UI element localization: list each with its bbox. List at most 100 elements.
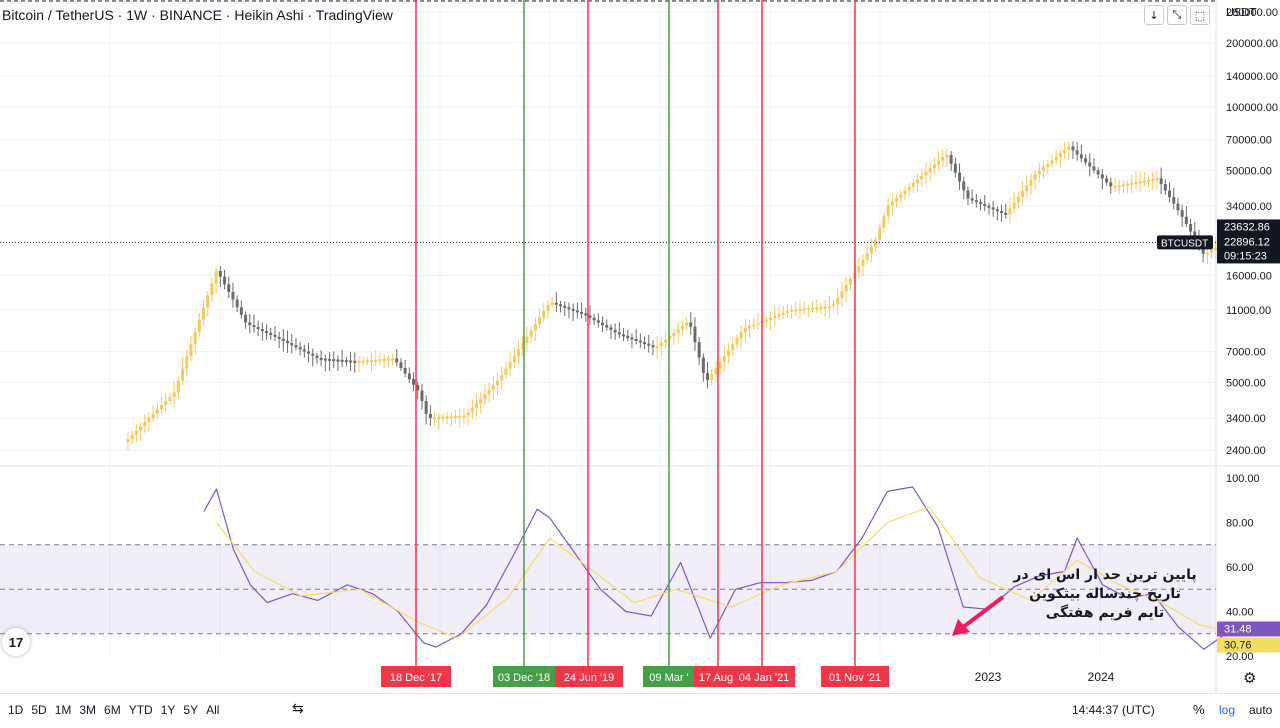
price-tick-label: 140000.00 bbox=[1226, 71, 1278, 83]
candle bbox=[227, 284, 231, 292]
settings-icon[interactable]: ⚙ bbox=[1243, 669, 1257, 687]
percent-toggle[interactable]: % bbox=[1193, 702, 1205, 717]
candle bbox=[756, 322, 760, 325]
candle bbox=[139, 426, 143, 431]
candle bbox=[626, 335, 630, 338]
camera-icon[interactable]: ⬚ bbox=[1190, 5, 1210, 25]
candle bbox=[260, 329, 264, 332]
range-3m[interactable]: 3M bbox=[79, 703, 97, 717]
candle bbox=[743, 327, 747, 333]
symbol-badge bbox=[1157, 235, 1213, 250]
range-1m[interactable]: 1M bbox=[54, 703, 72, 717]
candle bbox=[643, 342, 647, 345]
log-toggle[interactable]: log bbox=[1219, 703, 1236, 717]
range-ytd[interactable]: YTD bbox=[128, 703, 153, 717]
candle bbox=[323, 358, 327, 361]
range-all[interactable]: All bbox=[206, 703, 220, 717]
candle bbox=[613, 329, 617, 333]
candle bbox=[441, 416, 445, 419]
candle bbox=[307, 351, 311, 354]
candle bbox=[571, 308, 575, 311]
candle bbox=[836, 297, 840, 305]
annotation-arrowhead bbox=[952, 619, 970, 636]
price-tick-label: 50000.00 bbox=[1226, 166, 1272, 178]
candle bbox=[861, 259, 865, 267]
candle bbox=[525, 336, 529, 344]
candle bbox=[1054, 156, 1058, 161]
candle bbox=[160, 405, 164, 410]
rsi-value-badge bbox=[1217, 621, 1280, 637]
candle bbox=[617, 332, 621, 335]
annotation-text: پایین ترین حد ار اس ای در تاریخ چندساله … bbox=[1010, 566, 1200, 623]
annotation-line-2: تاریخ چندساله بیتکوین bbox=[1029, 586, 1181, 602]
range-6m[interactable]: 6M bbox=[104, 703, 121, 717]
range-1y[interactable]: 1Y bbox=[160, 703, 176, 717]
candle bbox=[512, 355, 516, 363]
last-price-label: 23632.86 bbox=[1224, 221, 1270, 233]
candle bbox=[1159, 178, 1163, 185]
candle bbox=[374, 359, 378, 362]
candle bbox=[689, 322, 693, 327]
candle bbox=[277, 336, 281, 339]
candle bbox=[252, 325, 256, 328]
candle bbox=[151, 413, 155, 418]
candle bbox=[357, 360, 361, 363]
candle bbox=[596, 320, 600, 323]
candle bbox=[764, 319, 768, 322]
candle bbox=[1096, 170, 1100, 175]
candle bbox=[554, 302, 558, 305]
candle bbox=[155, 409, 159, 414]
price-tick-label: 11000.00 bbox=[1226, 305, 1271, 317]
arrow-down-icon[interactable]: ↓ bbox=[1144, 5, 1164, 25]
candle bbox=[811, 307, 815, 310]
candle bbox=[1037, 170, 1041, 175]
candle bbox=[802, 308, 806, 311]
candle bbox=[584, 313, 588, 316]
annotation-arrow bbox=[960, 595, 1005, 630]
date-marker-label: 04 Jan '21 bbox=[739, 672, 789, 684]
candle bbox=[223, 276, 227, 285]
candle bbox=[882, 215, 886, 228]
candle bbox=[1021, 191, 1025, 198]
candle bbox=[1105, 178, 1109, 183]
clock[interactable]: 14:44:37 (UTC) bbox=[1072, 703, 1155, 717]
candle bbox=[1180, 210, 1184, 217]
range-1d[interactable]: 1D bbox=[8, 703, 24, 717]
range-5y[interactable]: 5Y bbox=[183, 703, 199, 717]
candle bbox=[798, 308, 802, 311]
candle bbox=[886, 205, 890, 216]
candle bbox=[781, 312, 785, 315]
candle bbox=[790, 309, 794, 312]
candle bbox=[1172, 197, 1176, 204]
candle bbox=[844, 285, 848, 292]
candle bbox=[290, 343, 294, 346]
candle bbox=[445, 416, 449, 419]
candle bbox=[903, 190, 907, 195]
candle bbox=[1155, 178, 1159, 181]
tradingview-logo[interactable]: 17 bbox=[2, 628, 30, 656]
chart-controls: ↓ ⤡ ⬚ bbox=[1144, 5, 1210, 25]
candle bbox=[500, 374, 504, 381]
expand-icon[interactable]: ⤡ bbox=[1167, 5, 1187, 25]
candle bbox=[924, 171, 928, 176]
compare-icon[interactable]: ⇆ bbox=[292, 701, 304, 717]
candle bbox=[399, 362, 403, 368]
auto-toggle[interactable]: auto bbox=[1249, 703, 1273, 717]
price-tick-label: 5000.00 bbox=[1226, 377, 1266, 389]
candle bbox=[521, 343, 525, 350]
candle bbox=[281, 338, 285, 341]
range-5d[interactable]: 5D bbox=[31, 703, 47, 717]
candle bbox=[437, 417, 441, 420]
candle bbox=[970, 198, 974, 201]
candle bbox=[1050, 160, 1054, 164]
chart-canvas[interactable]: 280000.00 200000.00 140000.00 100000.00 7000… bbox=[0, 0, 1280, 693]
candle bbox=[592, 317, 596, 321]
candle bbox=[1189, 224, 1193, 232]
candle bbox=[806, 308, 810, 311]
currency-selector[interactable]: USDT bbox=[1226, 6, 1257, 19]
rsi-tick-label: 20.00 bbox=[1226, 651, 1254, 663]
price-badge bbox=[1217, 219, 1280, 264]
candle bbox=[659, 342, 663, 347]
candle bbox=[865, 253, 869, 260]
candle bbox=[244, 314, 248, 323]
